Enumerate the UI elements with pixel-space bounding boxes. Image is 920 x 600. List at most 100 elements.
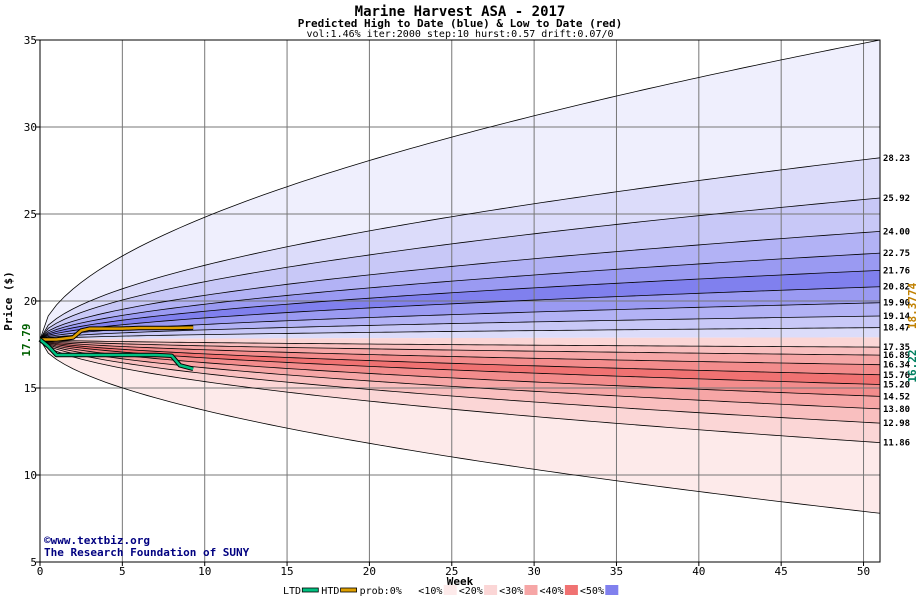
end-value-label: 18.47 bbox=[883, 324, 910, 334]
legend-swatch bbox=[443, 585, 457, 595]
y-tick-label: 5 bbox=[30, 556, 37, 569]
legend-label: <30% bbox=[499, 586, 523, 597]
series-line-htd bbox=[40, 326, 194, 341]
percentile-curve bbox=[39, 339, 881, 444]
chart-params: vol:1.46% iter:2000 step:10 hurst:0.57 d… bbox=[306, 29, 613, 40]
x-tick-label: 25 bbox=[445, 565, 458, 578]
end-value-label: 22.75 bbox=[883, 249, 910, 259]
percentile-curve bbox=[39, 339, 881, 397]
y-tick-label: 15 bbox=[24, 382, 37, 395]
series-line-ltd bbox=[39, 338, 194, 371]
start-price-label: 17.79 bbox=[20, 323, 33, 356]
band-high bbox=[40, 197, 880, 340]
band-high bbox=[40, 157, 880, 340]
band-high bbox=[40, 302, 880, 340]
x-tick-label: 45 bbox=[775, 565, 788, 578]
band-low bbox=[40, 339, 880, 375]
band-low bbox=[40, 339, 880, 424]
x-tick-label: 20 bbox=[363, 565, 376, 578]
percentile-curve bbox=[39, 339, 881, 424]
percentile-curve bbox=[39, 339, 881, 385]
x-tick-label: 35 bbox=[610, 565, 623, 578]
end-value-label: 14.52 bbox=[883, 392, 910, 402]
band-low bbox=[40, 339, 880, 443]
legend-label: HTD bbox=[321, 586, 339, 597]
end-labels: 28.23 25.92 24.00 22.75 21.76 20.82 19.90 19.14… bbox=[883, 154, 911, 449]
chart-title: Marine Harvest ASA - 2017 bbox=[355, 4, 566, 20]
band-low bbox=[40, 339, 880, 514]
band-low bbox=[40, 339, 880, 409]
end-value-label: 16.34 bbox=[883, 361, 911, 371]
brand-line-2: The Research Foundation of SUNY bbox=[44, 546, 250, 559]
band-high bbox=[40, 270, 880, 340]
band-low bbox=[40, 339, 880, 365]
x-tick-label: 15 bbox=[280, 565, 293, 578]
band-high bbox=[40, 286, 880, 340]
percentile-curve bbox=[39, 339, 881, 366]
x-tick-label: 30 bbox=[527, 565, 540, 578]
band-low bbox=[40, 339, 880, 385]
end-value-label: 19.90 bbox=[883, 299, 910, 309]
band-high bbox=[40, 253, 880, 340]
end-value-label: 25.92 bbox=[883, 194, 910, 204]
percentile-curves bbox=[39, 39, 881, 514]
legend-swatch bbox=[403, 585, 417, 595]
band-high bbox=[40, 40, 880, 340]
percentile-curve bbox=[39, 157, 881, 340]
percentile-curve bbox=[39, 231, 881, 340]
legend-label: LTD bbox=[283, 586, 301, 597]
y-tick-label: 10 bbox=[24, 469, 37, 482]
percentile-curve bbox=[39, 269, 881, 340]
band-high bbox=[40, 327, 880, 340]
x-axis: 0 5 10 15 20 25 30 35 40 45 50 bbox=[37, 562, 870, 578]
y-tick-label: 25 bbox=[24, 208, 37, 221]
percentile-curve bbox=[39, 252, 881, 340]
x-tick-label: 40 bbox=[692, 565, 705, 578]
current-low-label: 16.22 bbox=[906, 349, 919, 382]
band-high bbox=[40, 231, 880, 340]
y-tick-label: 20 bbox=[24, 295, 37, 308]
current-high-label: 18.3774 bbox=[906, 282, 919, 329]
end-value-label: 15.20 bbox=[883, 381, 910, 391]
percentile-curve bbox=[39, 39, 881, 340]
y-tick-label: 35 bbox=[24, 34, 37, 47]
end-value-label: 24.00 bbox=[883, 227, 910, 237]
legend-label: <40% bbox=[540, 586, 564, 597]
legend-label: <50% bbox=[580, 586, 604, 597]
end-value-label: 16.89 bbox=[883, 351, 910, 361]
end-value-label: 11.86 bbox=[883, 439, 910, 449]
percentile-curve bbox=[39, 315, 881, 340]
x-tick-label: 0 bbox=[37, 565, 44, 578]
legend-label: prob:0% bbox=[360, 586, 402, 597]
legend-label: <20% bbox=[459, 586, 483, 597]
percentile-curve bbox=[39, 339, 881, 514]
y-axis-label: Price ($) bbox=[2, 271, 15, 331]
percentile-curve bbox=[39, 339, 881, 376]
end-value-label: 17.35 bbox=[883, 343, 910, 353]
x-tick-label: 5 bbox=[119, 565, 126, 578]
grid bbox=[40, 40, 880, 562]
legend-swatch bbox=[484, 585, 498, 595]
brand-line-1: ©www.textbiz.org bbox=[44, 534, 150, 547]
legend: LTD HTD prob:0% <10% <20% <30% <40% <50% bbox=[283, 585, 619, 597]
legend-swatch bbox=[564, 585, 578, 595]
chart-subtitle: Predicted High to Date (blue) & Low to D… bbox=[298, 17, 623, 30]
percentile-curve bbox=[39, 339, 881, 356]
legend-swatch bbox=[340, 587, 358, 593]
band-low bbox=[40, 339, 880, 397]
band-low bbox=[40, 337, 880, 348]
x-axis-label: Week bbox=[447, 575, 474, 588]
end-value-label: 13.80 bbox=[883, 405, 910, 415]
legend-swatch bbox=[524, 585, 538, 595]
end-value-label: 20.82 bbox=[883, 283, 910, 293]
end-value-label: 21.76 bbox=[883, 266, 910, 276]
percentile-curve bbox=[39, 286, 881, 340]
percentile-curve bbox=[39, 197, 881, 340]
x-tick-label: 10 bbox=[198, 565, 211, 578]
y-tick-label: 30 bbox=[24, 121, 37, 134]
percentile-curve bbox=[39, 327, 881, 340]
observed-series bbox=[38, 325, 194, 372]
x-tick-label: 50 bbox=[857, 565, 870, 578]
end-value-label: 12.98 bbox=[883, 419, 910, 429]
